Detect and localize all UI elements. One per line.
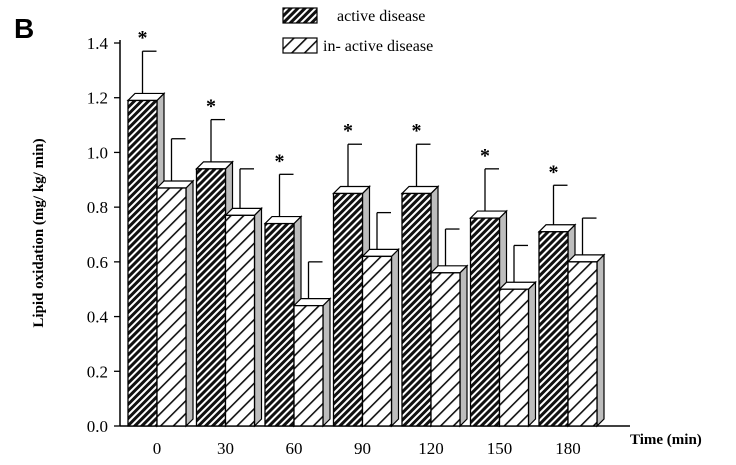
significance-star: * (480, 145, 490, 167)
significance-star: * (206, 96, 216, 118)
legend-label-inactive: in- active disease (323, 38, 433, 55)
bar-top (469, 210, 508, 219)
x-tick-label: 0 (153, 439, 162, 458)
bar-inactive (156, 187, 187, 427)
bar-active (401, 192, 432, 427)
y-tick-label: 1.0 (87, 143, 108, 162)
bar-top (195, 161, 234, 170)
bar-top (224, 207, 263, 216)
y-tick-label: 0.4 (87, 308, 109, 327)
bar-side (322, 297, 331, 428)
significance-star: * (549, 161, 559, 183)
significance-star: * (412, 120, 422, 142)
bar-top (126, 92, 166, 102)
bar-inactive (293, 304, 324, 427)
bar-top (498, 281, 537, 290)
bar-top (155, 180, 195, 189)
bar-active (264, 222, 295, 427)
bar-side (253, 206, 263, 428)
bar-active (127, 99, 158, 427)
x-tick-label: 150 (487, 439, 513, 458)
bar-side (596, 253, 605, 428)
bar-top (361, 248, 400, 257)
bar-top (332, 185, 371, 195)
legend-swatch-active (282, 7, 318, 24)
bar-top (537, 224, 577, 233)
y-tick-label: 1.2 (87, 89, 108, 108)
bar-active (332, 192, 364, 427)
bar-inactive (361, 255, 393, 427)
x-axis-ticks: 0 30 60 90 120 150 180 (153, 439, 581, 458)
x-tick-label: 60 (286, 439, 303, 458)
bar-top (263, 215, 303, 225)
bar-inactive (430, 272, 461, 427)
legend: active disease in- active disease (282, 7, 433, 55)
bar-side (185, 179, 194, 428)
legend-swatch-inactive (282, 37, 318, 54)
legend-label-active: active disease (337, 8, 425, 25)
y-tick-label: 0.2 (87, 362, 108, 381)
y-tick-label: 1.4 (87, 34, 109, 53)
bar-active (538, 231, 569, 427)
significance-star: * (138, 27, 148, 49)
y-tick-label: 0.0 (87, 417, 108, 436)
x-axis-label: Time (min) (630, 432, 702, 448)
significance-star: * (275, 150, 285, 172)
bar-side (390, 247, 400, 428)
bar-top (292, 298, 332, 307)
bars: * * * * * * * (126, 27, 606, 428)
x-tick-label: 180 (555, 439, 581, 458)
significance-star: * (343, 120, 353, 142)
y-axis-ticks: 0.0 0.2 0.4 0.6 0.8 1.0 1.2 1.4 (87, 34, 120, 436)
bar-top (566, 254, 606, 263)
x-tick-label: 30 (217, 439, 234, 458)
bar-inactive (224, 214, 256, 427)
y-axis-label: Lipid oxidation (mg/ kg/ min) (31, 138, 47, 327)
panel-label: B (14, 13, 34, 44)
bar-active (469, 217, 501, 427)
bar-inactive (567, 261, 598, 427)
bar-side (527, 280, 537, 428)
bar-top (400, 185, 440, 195)
y-tick-label: 0.8 (87, 198, 108, 217)
y-tick-label: 0.6 (87, 253, 108, 272)
bar-inactive (498, 288, 530, 427)
bar-active (195, 168, 227, 427)
bar-top (429, 265, 469, 274)
x-tick-label: 120 (418, 439, 444, 458)
bar-side (459, 264, 468, 428)
x-tick-label: 90 (354, 439, 371, 458)
